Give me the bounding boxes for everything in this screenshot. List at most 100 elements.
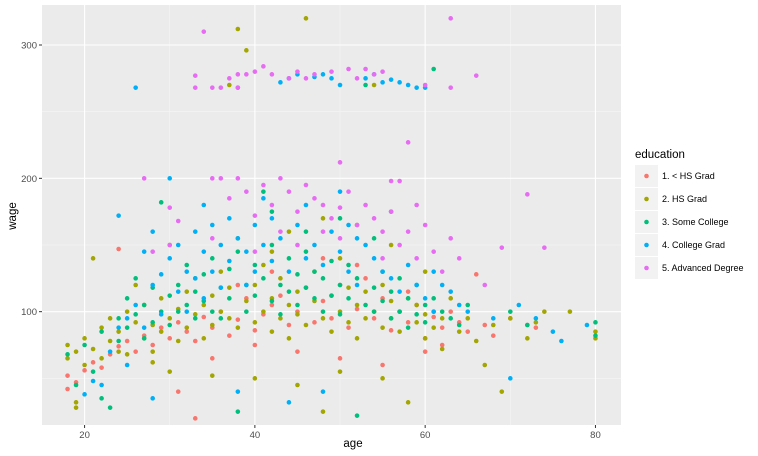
data-point	[312, 196, 317, 201]
data-point	[354, 262, 360, 268]
data-point	[329, 69, 334, 74]
data-point	[124, 352, 130, 357]
data-point	[371, 316, 377, 321]
data-point	[209, 176, 215, 181]
data-point	[90, 256, 96, 261]
data-point	[286, 256, 292, 261]
data-point	[550, 329, 556, 334]
data-point	[286, 269, 292, 274]
data-point	[431, 314, 436, 320]
data-point	[337, 256, 343, 261]
data-point	[363, 289, 368, 294]
data-point	[439, 346, 445, 352]
data-point	[354, 413, 360, 418]
data-point	[201, 314, 207, 320]
data-point	[295, 242, 300, 248]
data-point	[346, 222, 351, 228]
data-point	[286, 322, 292, 328]
data-point	[422, 222, 428, 228]
data-point	[354, 276, 360, 281]
data-point	[337, 356, 343, 361]
data-point	[235, 282, 241, 288]
data-point	[346, 296, 351, 301]
data-point	[337, 369, 343, 374]
data-point	[261, 276, 266, 281]
data-point	[227, 285, 232, 290]
data-point	[235, 317, 241, 322]
data-point	[397, 329, 402, 334]
data-point	[422, 82, 428, 88]
data-point	[133, 302, 138, 308]
data-point	[303, 229, 309, 234]
data-point	[295, 222, 300, 228]
data-point	[133, 282, 138, 288]
plot-panel	[42, 5, 621, 425]
data-point	[269, 302, 275, 308]
data-point	[252, 222, 258, 228]
data-point	[252, 213, 258, 218]
data-point	[261, 189, 266, 194]
data-point	[286, 302, 292, 308]
data-point	[456, 322, 462, 328]
data-point	[90, 360, 96, 365]
data-point	[312, 296, 317, 301]
data-point	[252, 342, 258, 348]
data-point	[414, 312, 419, 317]
data-points	[65, 16, 598, 421]
data-point	[150, 249, 155, 254]
data-point	[439, 269, 445, 274]
data-point	[346, 325, 351, 330]
data-point	[278, 236, 283, 241]
data-point	[405, 325, 411, 330]
data-point	[158, 296, 164, 301]
data-point	[397, 242, 402, 248]
data-point	[363, 242, 368, 248]
data-point	[209, 293, 215, 298]
data-point	[116, 349, 121, 354]
data-point	[184, 302, 190, 308]
data-point	[448, 16, 454, 21]
data-point	[82, 392, 87, 397]
data-point	[252, 262, 258, 268]
x-axis-ticks: 20 40 60 80	[79, 425, 601, 441]
data-point	[354, 76, 360, 81]
data-point	[278, 293, 283, 298]
data-point	[422, 302, 428, 308]
data-point	[295, 349, 300, 354]
data-point	[388, 289, 394, 294]
data-point	[473, 73, 479, 78]
data-point	[448, 236, 454, 241]
data-point	[439, 309, 445, 314]
data-point	[252, 328, 258, 333]
data-point	[116, 316, 121, 321]
data-point	[209, 269, 215, 274]
y-axis-ticks: 100 200 300	[21, 41, 42, 318]
data-point	[286, 289, 292, 294]
data-point	[235, 389, 241, 394]
data-point	[184, 325, 190, 330]
data-point	[124, 316, 130, 321]
data-point	[567, 309, 573, 314]
data-point	[405, 320, 411, 325]
data-point	[227, 266, 232, 272]
legend-marker	[644, 242, 649, 248]
data-point	[499, 389, 505, 394]
data-point	[397, 178, 402, 184]
data-point	[380, 325, 385, 330]
data-point	[371, 236, 377, 241]
data-point	[388, 77, 394, 82]
data-point	[439, 316, 445, 321]
data-point	[303, 16, 309, 21]
data-point	[99, 356, 104, 361]
x-tick-label: 60	[420, 430, 431, 441]
data-point	[448, 289, 454, 294]
x-tick-label: 40	[250, 430, 261, 441]
data-point	[422, 269, 428, 274]
data-point	[397, 276, 402, 281]
data-point	[175, 309, 181, 314]
data-point	[593, 320, 598, 325]
data-point	[252, 293, 258, 298]
data-point	[244, 249, 249, 254]
data-point	[346, 285, 351, 290]
data-point	[261, 64, 266, 69]
